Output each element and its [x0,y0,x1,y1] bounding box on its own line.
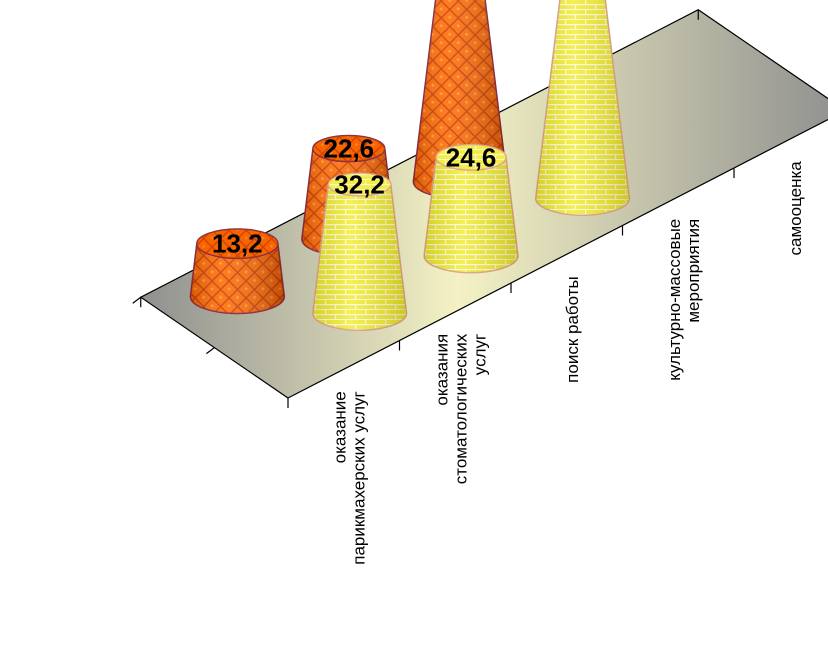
cone-top-tint [312,135,385,162]
cone-top-tint [436,144,507,170]
cone-bar [423,143,519,274]
cone-shading [535,0,630,216]
cone-bar [311,172,408,331]
data-label: 24,6 [446,142,497,172]
cone-top [196,228,279,260]
data-label: 13,2 [212,229,263,259]
cone-top-tint [328,173,391,196]
category-label: оказание [330,391,349,463]
cone-shading [312,184,407,331]
cone-bar [189,228,286,315]
data-label: 22,6 [324,134,375,164]
depth-axis-tick [206,347,215,355]
data-label: 32,2 [334,169,385,199]
category-label: мероприятия [684,219,703,323]
category-label: оказания [432,334,451,406]
cone-shading [190,243,285,314]
category-label: поиск работы [563,276,582,383]
category-label: стоматологических [451,333,470,484]
category-label: самооценка [786,161,805,256]
category-label: услуг [470,334,489,375]
cone-top [327,172,392,197]
cone-top-tint [196,228,278,259]
cone-top [435,143,507,171]
depth-axis-tick [132,296,142,304]
cone-bar [534,0,631,216]
category-label: парикмахерских услуг [349,391,368,565]
cone-shading [424,157,519,273]
category-label: культурно-массовые [665,219,684,381]
cone-top [312,134,386,163]
